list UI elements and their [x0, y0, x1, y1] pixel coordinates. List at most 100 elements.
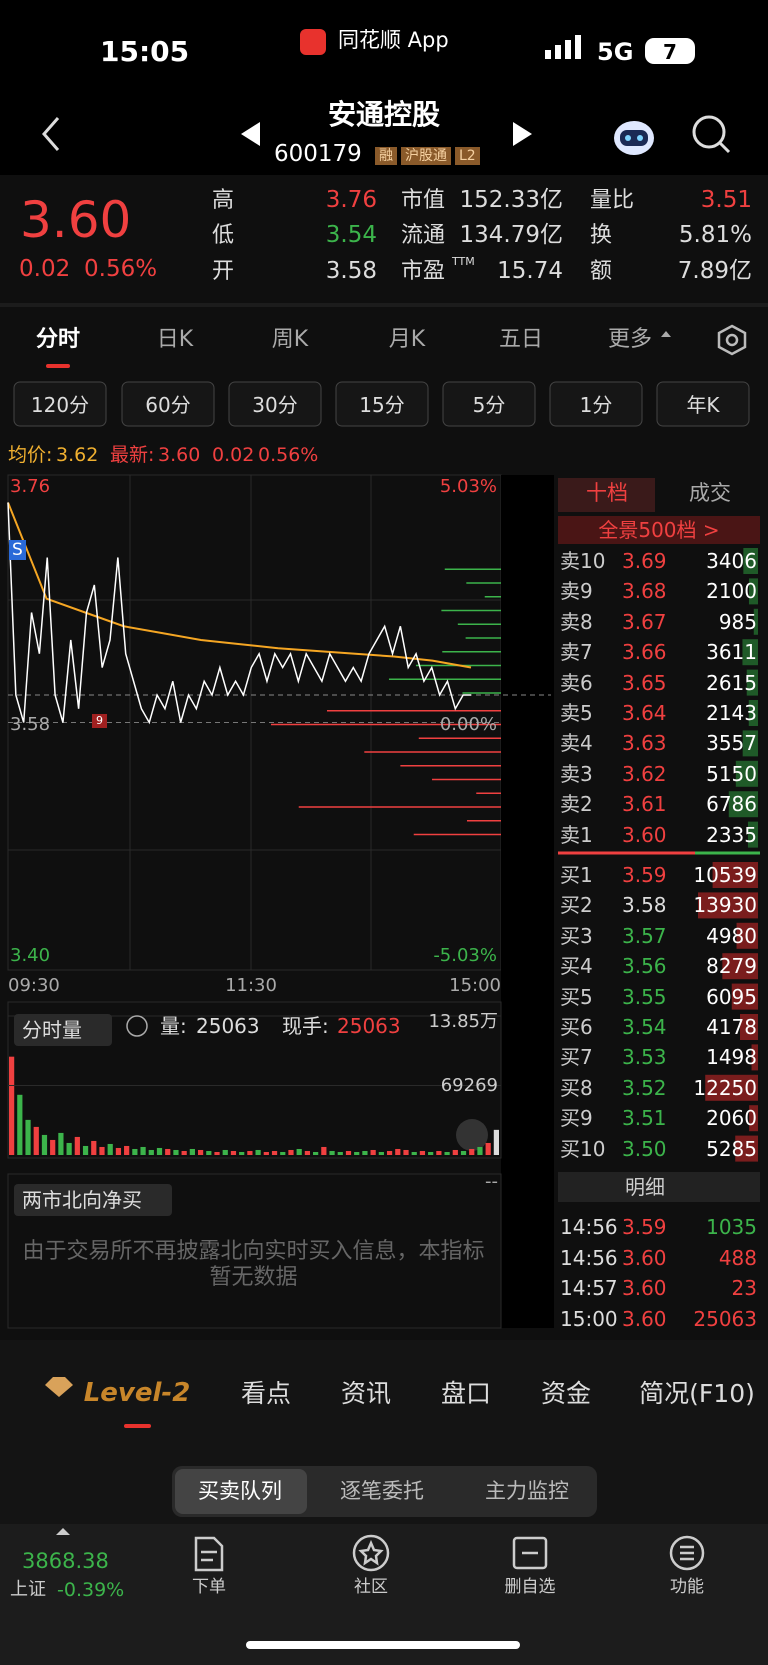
volume-bar — [337, 1151, 343, 1155]
volume-title[interactable]: 分时量 — [14, 1014, 112, 1046]
trade-volume: 23 — [731, 1276, 757, 1300]
period[interactable]: 年K — [686, 393, 720, 417]
volume-bar — [370, 1149, 376, 1155]
tab[interactable]: 周K — [271, 326, 309, 352]
period[interactable]: 1分 — [579, 393, 613, 417]
hand-label: 现手: — [282, 1014, 329, 1038]
expand-icon[interactable] — [456, 1119, 488, 1151]
footer-button[interactable]: 下单 — [192, 1576, 226, 1597]
bottom-tab[interactable]: 盘口 — [440, 1379, 492, 1408]
stat-value: 3.51 — [700, 187, 752, 214]
bottom-tab[interactable]: 资讯 — [340, 1379, 392, 1408]
trade-price: 3.60 — [622, 1306, 667, 1331]
tab[interactable]: 月K — [388, 326, 426, 352]
last-price: 3.60 — [20, 191, 132, 249]
volume-bar — [477, 1146, 483, 1155]
ob-label: 卖10 — [560, 549, 606, 573]
panorama[interactable]: 全景500档 > — [598, 518, 720, 542]
settings-icon[interactable] — [717, 324, 747, 356]
footer-button[interactable]: 社区 — [354, 1576, 388, 1597]
chart-info: 3.62 — [56, 443, 99, 466]
volume-bar — [469, 1148, 475, 1155]
period[interactable]: 5分 — [472, 393, 506, 417]
period-box — [549, 381, 643, 427]
volume-bar — [321, 1146, 327, 1155]
sub-tab[interactable]: 买卖队列 — [198, 1479, 282, 1504]
volume-bar — [329, 1150, 335, 1155]
volume-bar — [181, 1150, 187, 1155]
tab[interactable]: 更多 — [607, 326, 653, 352]
help-icon — [126, 1015, 148, 1037]
depth-bar — [712, 862, 758, 888]
ob-volume: 6786 — [706, 792, 757, 817]
next-stock[interactable] — [513, 122, 532, 146]
ob-label: 买5 — [560, 984, 593, 1009]
ob-volume: 4178 — [706, 1015, 757, 1039]
volume-bar — [428, 1151, 434, 1155]
period[interactable]: 30分 — [252, 393, 298, 417]
tab[interactable]: 日K — [156, 326, 194, 352]
sub-tab[interactable]: 逐笔委托 — [340, 1479, 424, 1504]
volume-bar — [173, 1149, 179, 1155]
north-title[interactable]: 两市北向净买 — [14, 1184, 172, 1216]
volume-bar — [41, 1134, 48, 1155]
volume-value: 25063 — [196, 1014, 260, 1038]
ob-label: 卖8 — [560, 609, 593, 634]
ob-tab[interactable]: 成交 — [689, 481, 731, 506]
volume-bar — [378, 1151, 384, 1155]
depth-bar — [748, 578, 758, 605]
volume-bar — [436, 1150, 442, 1155]
ob-price: 3.60 — [622, 822, 667, 847]
period[interactable]: 60分 — [145, 393, 191, 417]
bottom-tab[interactable]: Level-2 — [83, 1378, 191, 1409]
tab[interactable]: 分时 — [35, 326, 81, 352]
badge: 融 — [375, 146, 397, 166]
bottom-tab[interactable]: 看点 — [240, 1379, 292, 1408]
ob-price: 3.50 — [622, 1136, 667, 1161]
volume-bar — [91, 1140, 97, 1155]
hand-value: 25063 — [337, 1014, 401, 1038]
ob-volume: 2060 — [706, 1106, 757, 1131]
period-box — [228, 381, 322, 427]
tab[interactable]: 五日 — [498, 326, 544, 352]
ob-label: 买2 — [560, 893, 593, 918]
period-box — [13, 381, 107, 427]
bottom-tab[interactable]: 资金 — [540, 1379, 592, 1408]
assistant-icon[interactable] — [614, 121, 654, 155]
app-icon — [300, 29, 326, 55]
ob-volume: 985 — [718, 609, 757, 634]
ob-label: 卖4 — [560, 731, 593, 756]
period[interactable]: 120分 — [30, 393, 90, 417]
volume-bar — [66, 1142, 72, 1155]
volume-bar — [304, 1150, 311, 1155]
footer-button[interactable]: 删自选 — [504, 1576, 556, 1597]
sub-tab[interactable]: 主力监控 — [485, 1479, 569, 1504]
trade-volume: 25063 — [693, 1306, 757, 1331]
pct-label: 5.03% — [439, 476, 497, 498]
avg-line — [7, 502, 472, 669]
depth-bar — [735, 1135, 758, 1162]
period[interactable]: 15分 — [359, 393, 405, 417]
ob-price: 3.59 — [622, 863, 667, 887]
back-icon[interactable] — [42, 117, 60, 151]
footer-button[interactable]: 功能 — [670, 1576, 704, 1597]
prev-stock[interactable] — [241, 122, 260, 146]
ob-label: 卖1 — [560, 822, 593, 847]
depth-bar — [749, 1105, 758, 1132]
ob-price: 3.67 — [622, 609, 667, 634]
y-tick-label: 3.76 — [10, 476, 51, 498]
clock: 15:05 — [100, 35, 190, 69]
trade-price: 3.59 — [622, 1215, 667, 1239]
bottom-tab[interactable]: 简况(F10) — [639, 1379, 755, 1408]
volume-bar — [107, 1143, 113, 1155]
volume-bar — [419, 1150, 426, 1155]
detail-title[interactable]: 明细 — [625, 1175, 665, 1199]
volume-bar — [165, 1148, 171, 1155]
search-icon[interactable] — [692, 115, 731, 154]
ob-tab[interactable]: 十档 — [586, 481, 628, 506]
index-change: -0.39% — [57, 1578, 125, 1601]
ob-volume: 12250 — [693, 1075, 757, 1100]
trade-price: 3.60 — [622, 1245, 667, 1270]
